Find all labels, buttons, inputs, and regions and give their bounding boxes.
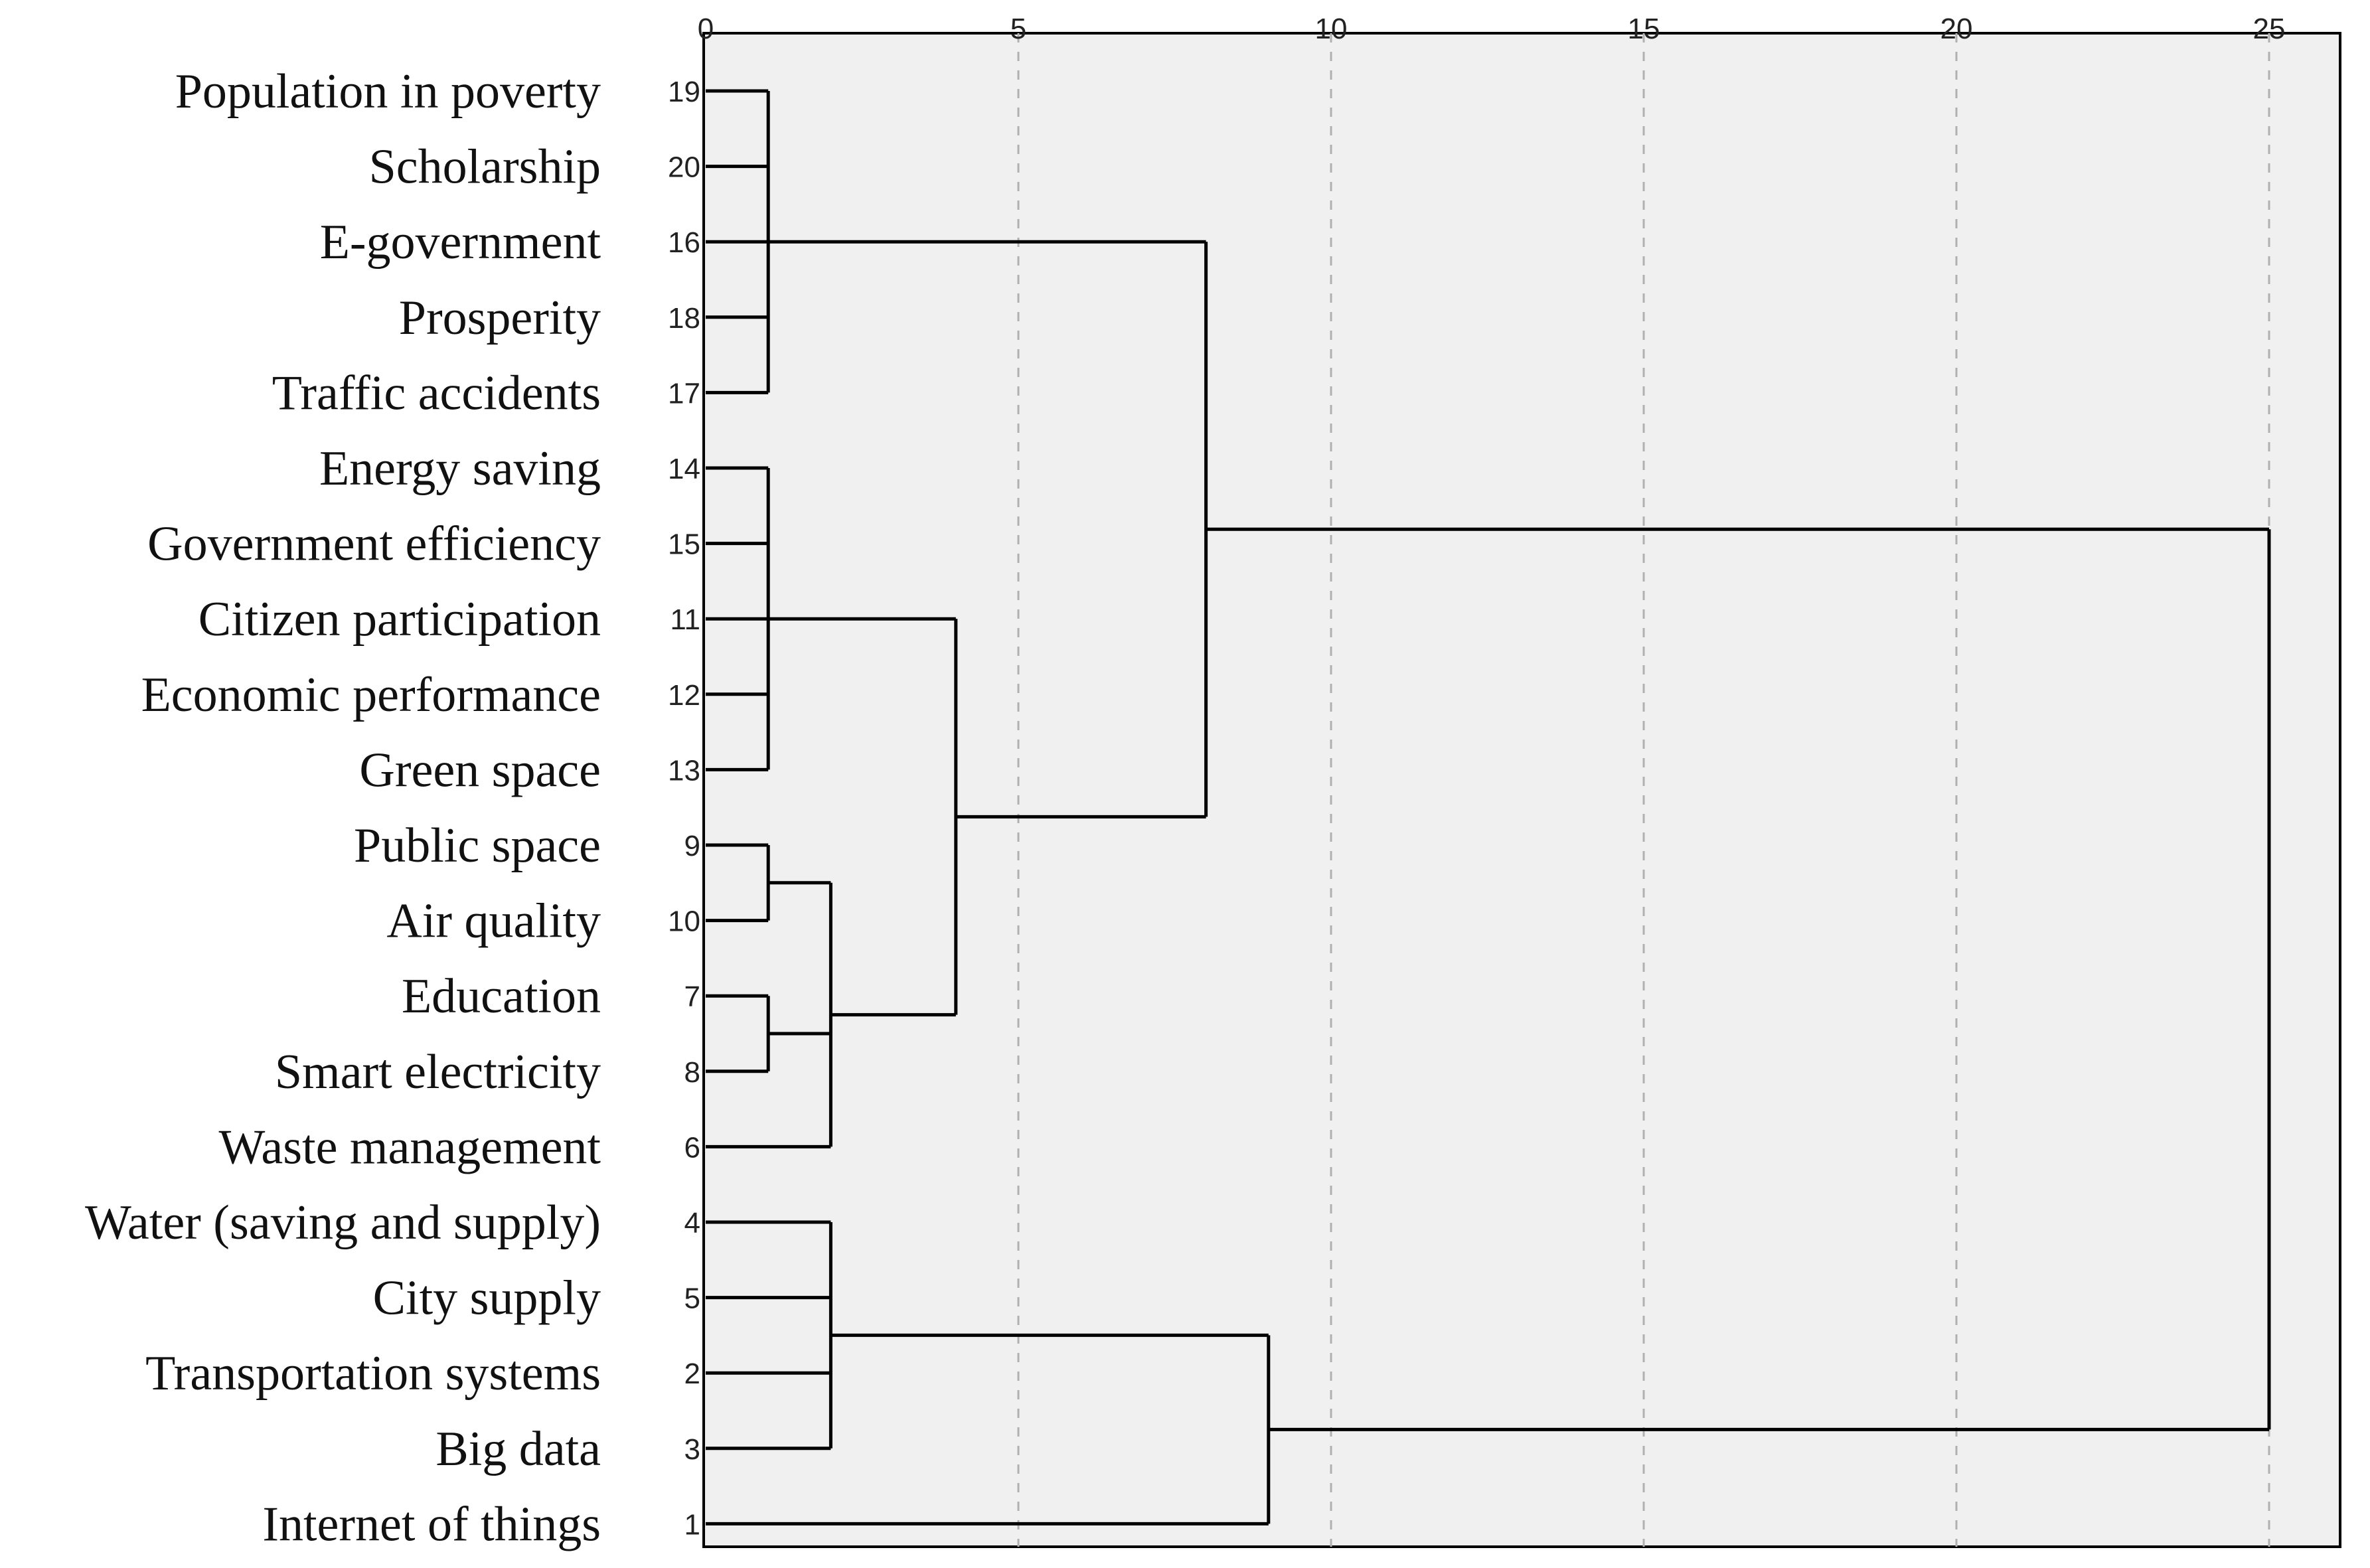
case-number: 1	[684, 1508, 700, 1541]
leaf-label: Scholarship	[369, 140, 601, 195]
case-number: 14	[668, 453, 700, 485]
case-number: 13	[668, 754, 700, 787]
leaf-label: Energy saving	[319, 441, 601, 496]
x-tick-label-10: 10	[1315, 13, 1348, 45]
case-number: 4	[684, 1207, 700, 1239]
leaf-label: Big data	[435, 1422, 601, 1476]
leaf-label: Prosperity	[399, 291, 601, 345]
case-number: 11	[670, 603, 700, 636]
case-number: 12	[668, 679, 700, 712]
x-axis-ticks: 0 5 10 15 20 25	[698, 13, 2286, 45]
leaf-label: Green space	[359, 743, 601, 797]
case-number: 15	[668, 528, 700, 561]
x-tick-label-20: 20	[1940, 13, 1973, 45]
plot-area	[702, 32, 2341, 1548]
leaf-label: Air quality	[386, 894, 601, 949]
case-number: 2	[684, 1358, 700, 1390]
case-number: 10	[668, 905, 700, 938]
case-number: 7	[684, 980, 700, 1013]
case-number: 18	[668, 302, 700, 335]
leaf-label: Citizen participation	[198, 592, 601, 647]
leaf-label: Water (saving and supply)	[85, 1196, 601, 1250]
case-number: 5	[684, 1283, 700, 1315]
case-number: 17	[668, 377, 700, 410]
case-number: 20	[668, 151, 700, 184]
leaf-label: E-government	[320, 215, 601, 270]
case-number: 8	[684, 1056, 700, 1089]
case-number: 16	[668, 226, 700, 259]
leaf-label: Economic performance	[141, 668, 601, 722]
leaf-label: Government efficiency	[147, 517, 601, 572]
leaf-label: Traffic accidents	[272, 366, 601, 420]
leaf-label: Public space	[354, 819, 601, 873]
dendrogram-branches	[706, 89, 2271, 1526]
case-number: 19	[668, 76, 700, 108]
case-number: 3	[684, 1433, 700, 1466]
leaf-label: Population in poverty	[175, 64, 601, 119]
leaf-label: City supply	[373, 1271, 601, 1326]
x-tick-label-0: 0	[698, 13, 714, 45]
leaf-label: Smart electricity	[275, 1045, 601, 1099]
x-tick-label-5: 5	[1010, 13, 1026, 45]
leaf-label: Transportation systems	[145, 1346, 601, 1401]
x-tick-label-15: 15	[1628, 13, 1660, 45]
case-number: 9	[684, 830, 700, 862]
leaf-label: Waste management	[218, 1120, 601, 1174]
case-number: 6	[684, 1131, 700, 1164]
x-tick-label-25: 25	[2253, 13, 2286, 45]
leaf-label: Internet of things	[262, 1497, 601, 1551]
leaf-label: Education	[402, 969, 601, 1024]
